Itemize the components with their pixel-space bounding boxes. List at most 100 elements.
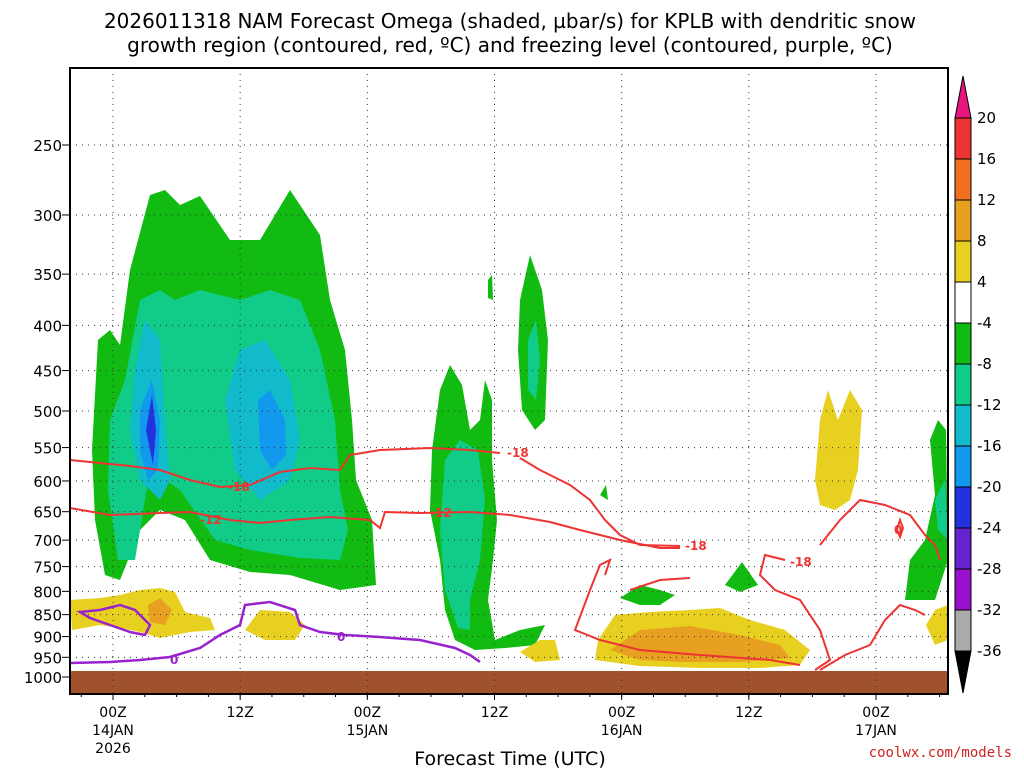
x-tick-label: 00Z bbox=[354, 705, 381, 721]
colorbar-label: -24 bbox=[977, 519, 1002, 537]
x-tick-label: 00Z bbox=[862, 705, 889, 721]
omega-region-blue-2 bbox=[258, 390, 286, 470]
y-tick-label: 950 bbox=[33, 649, 62, 667]
y-tick-label: 900 bbox=[33, 629, 62, 647]
colorbar-label: -32 bbox=[977, 601, 1002, 619]
y-tick-label: 250 bbox=[33, 137, 62, 155]
colorbar-label: 8 bbox=[977, 232, 987, 250]
colorbar-swatch bbox=[954, 199, 972, 242]
y-tick-label: 700 bbox=[33, 532, 62, 550]
colorbar-swatch bbox=[954, 568, 972, 611]
freezing-label-1: 0 bbox=[170, 653, 178, 667]
dgz-contour-12-a bbox=[69, 507, 680, 549]
x-tick-date: 14JAN bbox=[92, 723, 134, 739]
y-tick-label: 450 bbox=[33, 363, 62, 381]
colorbar-label: -28 bbox=[977, 560, 1002, 578]
omega-region-green-4 bbox=[488, 275, 493, 300]
colorbar-bottom-arrow bbox=[954, 650, 972, 694]
y-tick-label: 800 bbox=[33, 583, 62, 601]
omega-region-green-7 bbox=[905, 420, 948, 600]
colorbar-swatch bbox=[954, 486, 972, 529]
colorbar-label: -8 bbox=[977, 355, 992, 373]
omega-region-green-8 bbox=[600, 485, 608, 500]
freezing-label-3: 0 bbox=[894, 523, 902, 537]
colorbar-swatch bbox=[954, 445, 972, 488]
x-tick-date: 15JAN bbox=[346, 723, 388, 739]
omega-region-teal-3 bbox=[528, 320, 540, 400]
omega-region-teal-1 bbox=[108, 290, 348, 560]
dgz-label-5: -18 bbox=[790, 555, 812, 569]
x-tick-date: 16JAN bbox=[601, 723, 643, 739]
dgz-contour-0-red bbox=[895, 516, 905, 540]
omega-region-yellow-3 bbox=[520, 640, 560, 662]
dgz-contour-18-d bbox=[629, 577, 691, 591]
y-tick-label: 650 bbox=[33, 504, 62, 522]
x-tick-label: 00Z bbox=[608, 705, 635, 721]
gridlines bbox=[70, 68, 948, 694]
dgz-label-1: -18 bbox=[507, 446, 529, 460]
x-tick-label: 12Z bbox=[735, 705, 762, 721]
y-tick-label: 850 bbox=[33, 607, 62, 625]
y-tick-label: 350 bbox=[33, 266, 62, 284]
colorbar-swatch bbox=[954, 117, 972, 160]
x-tick-label: 12Z bbox=[226, 705, 253, 721]
dgz-label-2: -12 bbox=[200, 513, 222, 527]
freezing-level-contours bbox=[69, 600, 481, 665]
y-tick-label: 300 bbox=[33, 207, 62, 225]
dgz-contour-12-b bbox=[819, 603, 926, 671]
y-tick-label: 1000 bbox=[24, 669, 62, 687]
y-axis: 250 300 350 400 450 500 550 600 650 700 750 800 850 9… bbox=[24, 137, 70, 687]
colorbar-label: -12 bbox=[977, 396, 1002, 414]
colorbar-swatch bbox=[954, 527, 972, 570]
colorbar-swatch bbox=[954, 322, 972, 365]
omega-region-orange-2 bbox=[610, 626, 790, 662]
omega-region-green-5 bbox=[620, 585, 675, 605]
colorbar-label: 4 bbox=[977, 273, 987, 291]
colorbar-label: 12 bbox=[977, 191, 996, 209]
colorbar-label: 20 bbox=[977, 109, 996, 127]
ground-shading bbox=[70, 671, 948, 694]
contour-labels: -18 -12 -18 -12 -18 -18 0 0 0 bbox=[170, 446, 902, 667]
omega-region-green-6 bbox=[725, 562, 758, 592]
omega-region-teal-4 bbox=[935, 480, 948, 540]
colorbar-swatch bbox=[954, 404, 972, 447]
x-axis: 00Z 14JAN 2026 12Z 00Z 15JAN 12Z 00Z 16JAN 12Z 00Z… bbox=[80, 694, 941, 757]
dgz-contours bbox=[69, 446, 941, 671]
chart-title-line2: growth region (contoured, red, ºC) and f… bbox=[127, 33, 893, 57]
colorbar-label: -16 bbox=[977, 437, 1002, 455]
colorbar-label: -4 bbox=[977, 314, 992, 332]
plot-frame bbox=[69, 67, 949, 695]
omega-region-yellow-5 bbox=[815, 390, 862, 510]
colorbar-swatch bbox=[954, 158, 972, 201]
dgz-contour-18-f bbox=[819, 498, 941, 561]
colorbar: 20 16 12 8 4 -4 -8 -12 -16 -20 -24 -28 -32 -36 bbox=[954, 75, 1002, 694]
freezing-label-2: 0 bbox=[337, 630, 345, 644]
colorbar-swatch bbox=[954, 363, 972, 406]
x-tick-date: 17JAN bbox=[855, 723, 897, 739]
dgz-label-3: -18 bbox=[685, 539, 707, 553]
colorbar-label: -20 bbox=[977, 478, 1002, 496]
y-tick-label: 750 bbox=[33, 559, 62, 577]
freezing-level-a bbox=[69, 600, 481, 665]
colorbar-top-arrow bbox=[954, 75, 972, 119]
y-tick-label: 600 bbox=[33, 473, 62, 491]
colorbar-label: -36 bbox=[977, 642, 1002, 660]
chart-title-line1: 2026011318 NAM Forecast Omega (shaded, µ… bbox=[104, 9, 916, 33]
colorbar-swatch bbox=[954, 240, 972, 283]
omega-region-teal-2 bbox=[440, 440, 485, 630]
colorbar-swatch bbox=[954, 609, 972, 652]
x-tick-year: 2026 bbox=[95, 741, 131, 757]
colorbar-label: 16 bbox=[977, 150, 996, 168]
y-tick-label: 500 bbox=[33, 403, 62, 421]
omega-region-orange-1 bbox=[148, 598, 172, 625]
omega-shading bbox=[70, 190, 948, 668]
omega-region-yellow-6 bbox=[926, 605, 948, 645]
y-tick-label: 400 bbox=[33, 317, 62, 335]
dgz-contour-18-a bbox=[69, 446, 501, 489]
y-tick-label: 550 bbox=[33, 440, 62, 458]
dgz-contour-18-b bbox=[519, 457, 681, 547]
dgz-label-4: -12 bbox=[430, 506, 452, 520]
credit-text: coolwx.com/models bbox=[869, 745, 1012, 761]
omega-region-darkblue-1 bbox=[146, 395, 156, 465]
